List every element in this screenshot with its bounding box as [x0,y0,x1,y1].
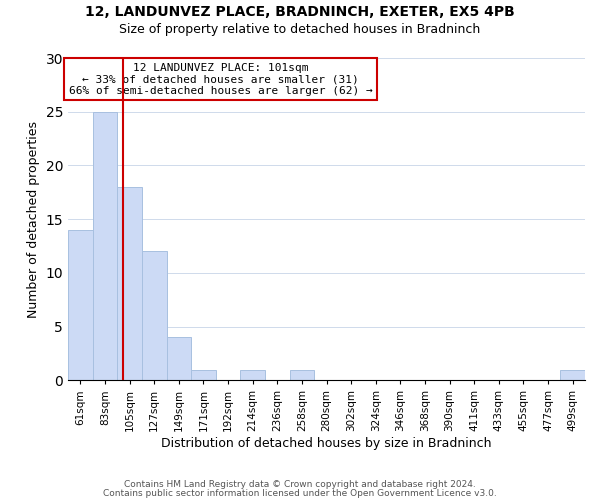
Bar [117,187,142,380]
X-axis label: Distribution of detached houses by size in Bradninch: Distribution of detached houses by size … [161,437,492,450]
Bar [241,370,265,380]
Bar [191,370,216,380]
Text: Contains public sector information licensed under the Open Government Licence v3: Contains public sector information licen… [103,488,497,498]
Text: 12, LANDUNVEZ PLACE, BRADNINCH, EXETER, EX5 4PB: 12, LANDUNVEZ PLACE, BRADNINCH, EXETER, … [85,5,515,19]
Bar [560,370,585,380]
Bar [142,252,167,380]
Bar [167,338,191,380]
Text: Contains HM Land Registry data © Crown copyright and database right 2024.: Contains HM Land Registry data © Crown c… [124,480,476,489]
Bar [92,112,117,380]
Text: 12 LANDUNVEZ PLACE: 101sqm
← 33% of detached houses are smaller (31)
66% of semi: 12 LANDUNVEZ PLACE: 101sqm ← 33% of deta… [68,63,373,96]
Y-axis label: Number of detached properties: Number of detached properties [27,120,40,318]
Bar [290,370,314,380]
Text: Size of property relative to detached houses in Bradninch: Size of property relative to detached ho… [119,22,481,36]
Bar [68,230,92,380]
